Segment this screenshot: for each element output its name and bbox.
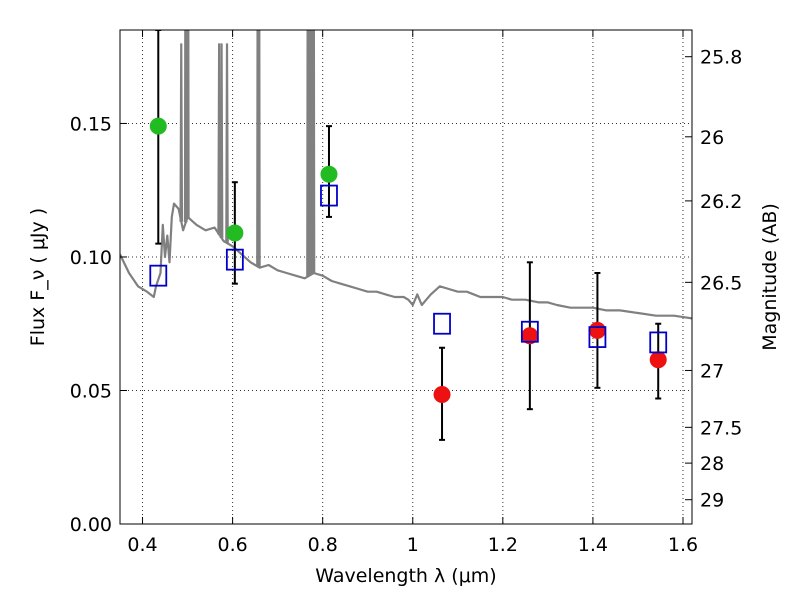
- x-tick-label: 1.4: [578, 534, 608, 556]
- emission-line: [311, 30, 316, 274]
- grid: [120, 30, 692, 525]
- y-tick-label: 0.00: [70, 514, 112, 536]
- model-square-marker: [320, 184, 338, 207]
- axis-ticks: 0.4 0.6 0.8 1 1.2 1.4 1.6 0.00 0.05 0.10 0.15 25.8 2…: [70, 30, 742, 556]
- emission-line: [306, 30, 310, 277]
- right-axis-title: Magnitude (AB): [759, 203, 781, 351]
- x-tick-label: 1.6: [668, 534, 698, 556]
- red-data-point: [588, 321, 606, 339]
- y-tick-label: 0.05: [70, 380, 112, 402]
- emission-line: [309, 30, 313, 275]
- emission-line: [183, 30, 188, 223]
- data-points: [149, 117, 668, 403]
- green-data-point: [226, 224, 244, 242]
- emission-line: [225, 43, 229, 243]
- red-data-point: [649, 351, 667, 369]
- model-square-marker: [225, 248, 244, 271]
- right-tick-label: 25.8: [700, 47, 742, 69]
- x-tick-label: 0.4: [127, 534, 157, 556]
- right-tick-label: 28: [700, 453, 724, 475]
- right-tick-label: 26.5: [700, 272, 742, 294]
- red-data-point: [433, 385, 451, 403]
- plot-frame: [119, 29, 693, 525]
- model-square-marker: [433, 312, 451, 335]
- model-square-marker: [149, 264, 168, 287]
- emission-line: [217, 43, 221, 235]
- right-tick-label: 27.5: [700, 417, 742, 439]
- emission-line: [179, 43, 184, 222]
- x-tick-label: 0.6: [217, 534, 247, 556]
- emission-line: [257, 30, 261, 268]
- x-tick-label: 1.2: [488, 534, 518, 556]
- right-tick-label: 27: [700, 360, 724, 382]
- right-tick-label: 26.2: [700, 191, 742, 213]
- model-square-marker: [588, 326, 607, 348]
- model-spectrum: [120, 30, 692, 320]
- y-axis-title: Flux F_ν ( μJy ): [27, 208, 49, 346]
- emission-line: [186, 30, 190, 218]
- right-tick-label: 26: [700, 127, 724, 149]
- model-spectrum-line: [120, 202, 692, 320]
- y-tick-label: 0.15: [70, 113, 112, 135]
- x-tick-label: 0.8: [308, 534, 338, 556]
- model-square-marker: [520, 320, 539, 343]
- y-tick-label: 0.10: [70, 247, 112, 269]
- emission-line: [219, 43, 224, 238]
- right-tick-label: 29: [700, 490, 724, 512]
- green-data-point: [320, 165, 338, 183]
- model-square-marker: [649, 331, 668, 354]
- x-axis-title: Wavelength λ (μm): [315, 565, 496, 587]
- x-tick-label: 1: [407, 534, 419, 556]
- green-data-point: [149, 117, 167, 135]
